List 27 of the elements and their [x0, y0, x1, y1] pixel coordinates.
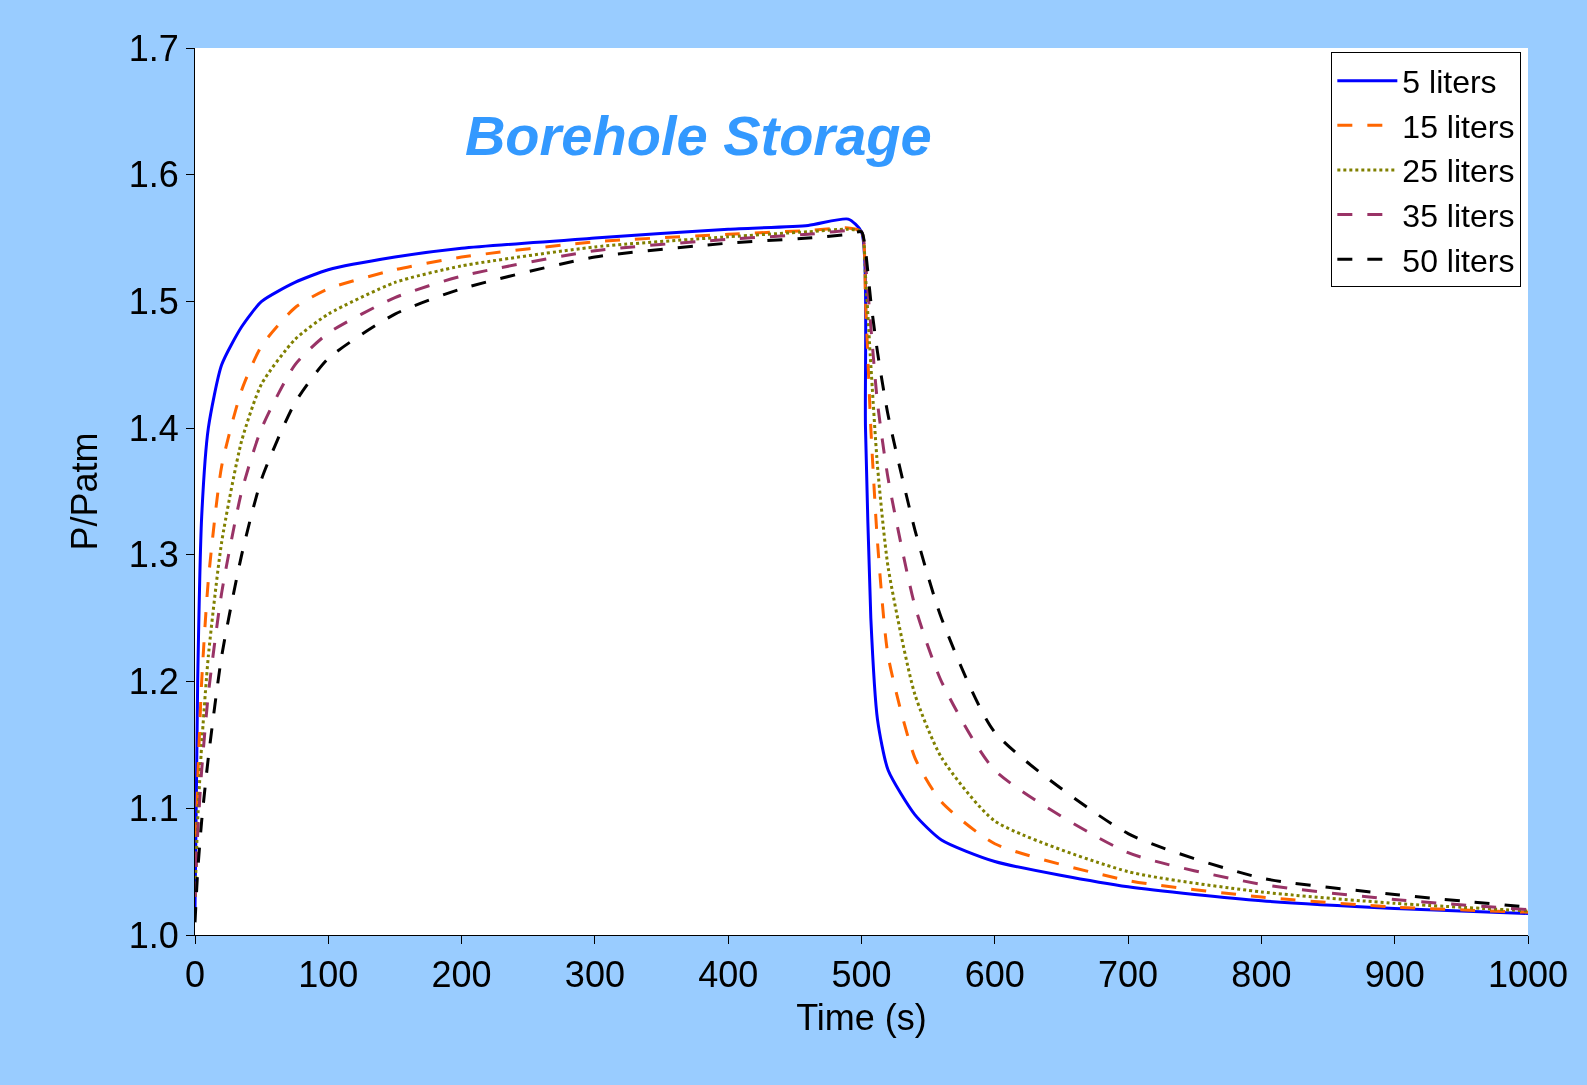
y-tick-label: 1.2	[128, 661, 179, 703]
x-tick-label: 600	[964, 954, 1025, 996]
y-tick-label: 1.3	[128, 534, 179, 576]
x-tick-label: 100	[298, 954, 359, 996]
legend-label: 35 liters	[1402, 198, 1515, 235]
legend-label: 15 liters	[1402, 108, 1515, 145]
text: Borehole Storage	[464, 104, 932, 168]
y-tick-label: 1.6	[128, 154, 179, 196]
y-tick-label: 1.4	[128, 407, 179, 449]
x-tick-label: 1000	[1487, 954, 1569, 996]
x-tick-label: 0	[184, 954, 206, 996]
legend-label: 5 liters	[1402, 64, 1497, 101]
x-tick-label: 400	[698, 954, 759, 996]
x-tick-label: 300	[564, 954, 625, 996]
y-tick-label: 1.7	[128, 27, 179, 69]
x-tick-label: 800	[1231, 954, 1292, 996]
x-axis-title: Time (s)	[796, 996, 927, 1038]
y-axis-title: P/Patm	[63, 432, 105, 551]
y-tick-label: 1.1	[128, 787, 179, 829]
legend-label: 25 liters	[1402, 153, 1515, 190]
x-tick-label: 200	[431, 954, 492, 996]
x-tick-label: 500	[831, 954, 892, 996]
legend-label: 50 liters	[1402, 242, 1515, 279]
x-tick-label: 900	[1364, 954, 1425, 996]
y-tick-label: 1.5	[128, 281, 179, 323]
y-tick-label: 1.0	[128, 914, 179, 956]
x-tick-label: 700	[1098, 954, 1159, 996]
